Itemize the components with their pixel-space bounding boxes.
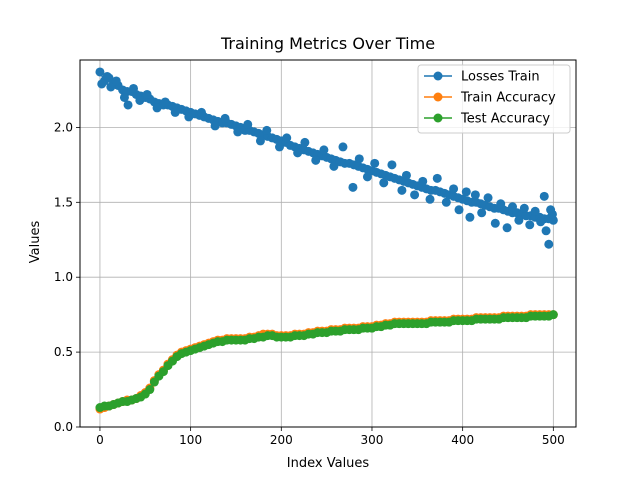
data-point [135, 95, 145, 105]
data-point [102, 71, 112, 81]
data-point [197, 107, 207, 117]
data-point [547, 209, 557, 219]
data-point [370, 158, 380, 168]
data-point [461, 187, 471, 197]
data-point [387, 160, 397, 170]
data-point [454, 205, 464, 215]
data-point [514, 215, 524, 225]
legend-label: Losses Train [461, 70, 540, 85]
y-tick-label: 2.0 [54, 120, 73, 134]
y-tick-label: 0.0 [54, 420, 73, 434]
data-point [95, 67, 105, 77]
x-tick-label: 400 [451, 433, 474, 447]
chart-title: Training Metrics Over Time [220, 34, 435, 53]
data-point [477, 208, 487, 218]
data-point [449, 184, 459, 194]
legend-marker [433, 92, 443, 102]
series-losses-train [95, 67, 558, 249]
data-point [170, 107, 180, 117]
data-point [525, 220, 535, 230]
data-point [397, 185, 407, 195]
data-point [160, 97, 170, 107]
data-point [319, 145, 329, 155]
x-tick-label: 0 [96, 433, 104, 447]
data-point [311, 155, 321, 165]
data-point [338, 142, 348, 152]
x-tick-label: 200 [270, 433, 293, 447]
data-point [465, 212, 475, 222]
data-point [548, 310, 558, 320]
plot-frame [79, 59, 577, 428]
data-point [530, 206, 540, 216]
data-point [119, 92, 129, 102]
y-tick-label: 1.0 [54, 270, 73, 284]
data-point [220, 113, 230, 123]
data-point [128, 83, 138, 93]
data-point [410, 190, 420, 200]
axes: 0 100 200 300 400 500 0.0 0.5 1.0 1.5 2.0 [54, 120, 565, 447]
data-point [111, 76, 121, 86]
data-point [483, 193, 493, 203]
data-point [262, 125, 272, 135]
data-point [539, 191, 549, 201]
data-point [329, 161, 339, 171]
data-point [184, 112, 194, 122]
data-point [293, 148, 303, 158]
data-point [274, 142, 284, 152]
legend-label: Train Accuracy [460, 91, 556, 106]
legend: Losses Train Train Accuracy Test Accuracy [417, 64, 571, 134]
legend-marker [433, 113, 443, 123]
data-point [508, 202, 518, 212]
data-point [379, 178, 389, 188]
data-point [536, 217, 546, 227]
data-point [300, 137, 310, 147]
series-layer [95, 67, 558, 414]
y-tick-label: 1.5 [54, 195, 73, 209]
data-point [401, 170, 411, 180]
data-point [541, 226, 551, 236]
y-tick-label: 0.5 [54, 345, 73, 359]
data-point [362, 172, 372, 182]
data-point [210, 121, 220, 131]
data-point [441, 197, 451, 207]
data-point [123, 100, 133, 110]
data-point [544, 239, 554, 249]
data-point [425, 194, 435, 204]
data-point [432, 173, 442, 183]
x-tick-label: 500 [542, 433, 565, 447]
series-test-accuracy [95, 310, 558, 413]
y-axis-label: Values [28, 221, 43, 264]
data-point [348, 182, 358, 192]
data-point [519, 203, 529, 213]
data-point [470, 190, 480, 200]
data-point [97, 79, 107, 89]
legend-marker [433, 71, 443, 81]
legend-frame [417, 64, 571, 134]
legend-label: Test Accuracy [460, 112, 550, 127]
x-tick-label: 300 [361, 433, 384, 447]
x-axis-label: Index Values [287, 456, 370, 471]
data-point [354, 154, 364, 164]
data-point [142, 89, 152, 99]
x-tick-label: 100 [179, 433, 202, 447]
data-point [490, 218, 500, 228]
data-point [502, 223, 512, 233]
data-point [233, 127, 243, 137]
data-point [243, 119, 253, 129]
data-point [145, 385, 155, 395]
data-point [418, 176, 428, 186]
data-point [106, 82, 116, 92]
data-point [282, 133, 292, 143]
data-point [496, 199, 506, 209]
data-point [255, 136, 265, 146]
data-point [152, 103, 162, 113]
